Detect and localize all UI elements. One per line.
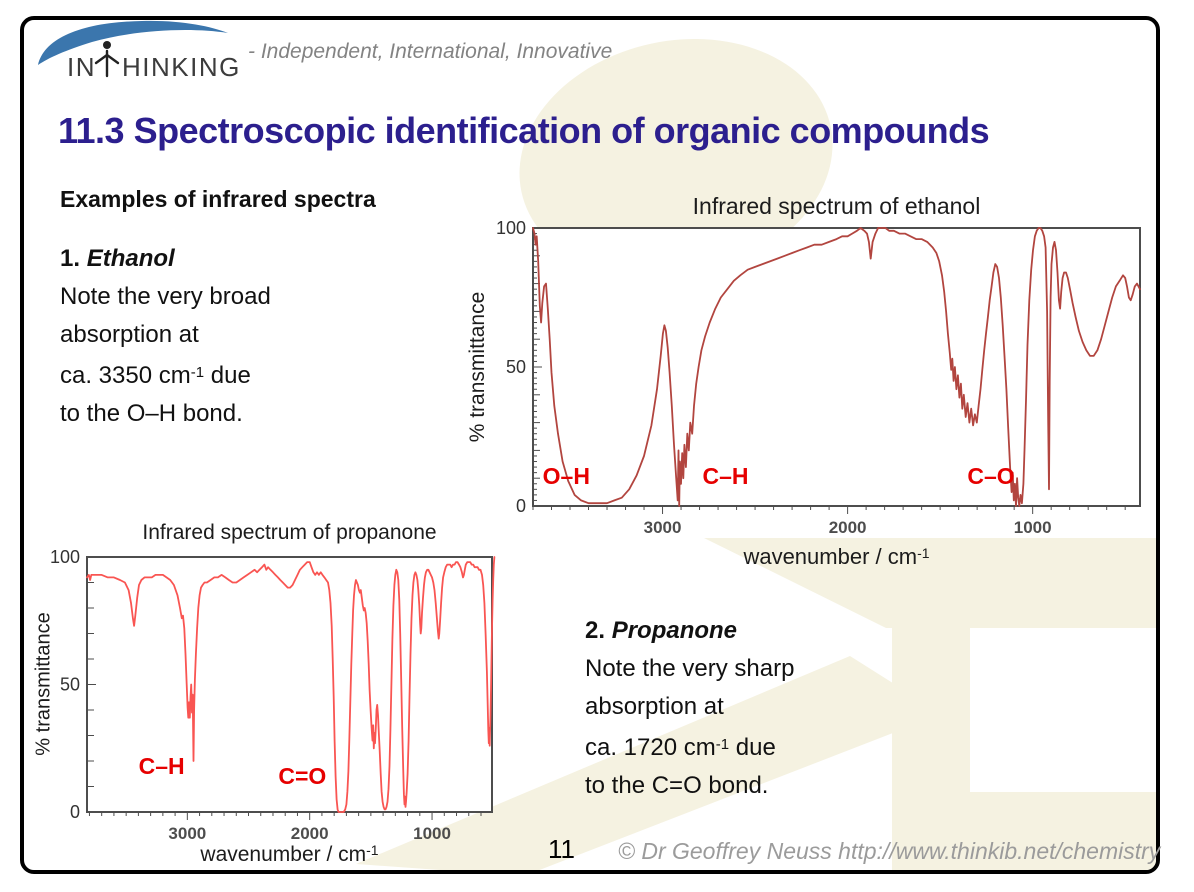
svg-text:C–O: C–O xyxy=(967,463,1014,489)
note-ethanol-line: absorption at xyxy=(60,321,199,348)
note-ethanol: 1. Ethanol Note the very broad absorptio… xyxy=(60,240,271,433)
ethanol-y-axis-label: % transmittance xyxy=(466,291,489,443)
note-propanone-line: to the C=O bond. xyxy=(585,772,769,799)
svg-text:3000: 3000 xyxy=(168,824,206,843)
logo-tagline: - Independent, International, Innovative xyxy=(248,40,613,63)
note-propanone-name: Propanone xyxy=(611,617,738,644)
footer-page-number: 11 xyxy=(548,834,575,864)
ethanol-chart-title: Infrared spectrum of ethanol xyxy=(692,193,981,219)
svg-text:2000: 2000 xyxy=(291,824,329,843)
svg-text:1000: 1000 xyxy=(1014,518,1052,537)
section-heading: Examples of infrared spectra xyxy=(60,186,376,212)
svg-text:50: 50 xyxy=(506,357,526,377)
watermark-graphic xyxy=(356,38,1156,870)
note-ethanol-line3-post: due xyxy=(204,362,251,389)
ethanol-x-axis-superscript: -1 xyxy=(917,545,930,561)
propanone-x-axis-label: wavenumber / cm-1 xyxy=(87,842,492,867)
inthinking-logo: IN HINKING xyxy=(38,20,241,80)
svg-text:C–H: C–H xyxy=(702,463,748,489)
svg-text:0: 0 xyxy=(70,802,80,822)
svg-text:O–H: O–H xyxy=(543,463,590,489)
note-ethanol-heading: 1. Ethanol xyxy=(60,240,271,278)
note-propanone-heading: 2. Propanone xyxy=(585,612,794,650)
ethanol-x-axis-label: wavenumber / cm-1 xyxy=(533,544,1140,570)
svg-text:100: 100 xyxy=(496,218,526,238)
note-propanone-line: absorption at xyxy=(585,693,724,720)
note-propanone-superscript: -1 xyxy=(715,736,730,753)
note-ethanol-line: Note the very broad xyxy=(60,283,271,310)
note-propanone-line3-pre: ca. 1720 cm xyxy=(585,734,716,761)
note-ethanol-number: 1. xyxy=(60,245,87,272)
svg-text:C–H: C–H xyxy=(139,753,185,779)
footer-copyright: © Dr Geoffrey Neuss http://www.thinkib.n… xyxy=(618,838,1161,864)
propanone-x-axis-superscript: -1 xyxy=(366,842,379,858)
propanone-spectrum-chart: 100 50 0 1000 2000 3000 C–H C=O xyxy=(50,547,496,843)
svg-text:C=O: C=O xyxy=(278,763,326,789)
note-propanone-line3-post: due xyxy=(729,734,776,761)
slide-border-frame xyxy=(20,16,1160,874)
note-propanone-line: Note the very sharp xyxy=(585,655,795,682)
svg-text:0: 0 xyxy=(516,496,526,516)
page-title: 11.3 Spectroscopic identification of org… xyxy=(58,110,990,151)
ethanol-x-axis-label-text: wavenumber / cm xyxy=(743,544,918,569)
note-ethanol-line: to the O–H bond. xyxy=(60,400,243,427)
svg-text:3000: 3000 xyxy=(644,518,682,537)
svg-text:2000: 2000 xyxy=(829,518,867,537)
note-ethanol-line3-pre: ca. 3350 cm xyxy=(60,362,191,389)
logo-text-in: IN xyxy=(67,52,96,80)
note-ethanol-name: Ethanol xyxy=(86,245,175,272)
logo-swoosh-icon xyxy=(38,20,228,65)
propanone-x-axis-label-text: wavenumber / cm xyxy=(200,843,367,866)
propanone-chart-title: Infrared spectrum of propanone xyxy=(142,521,437,544)
note-propanone-line: ca. 1720 cm-1 due xyxy=(585,726,794,767)
note-ethanol-superscript: -1 xyxy=(190,364,205,381)
ethanol-spectrum-chart: 100 50 0 1000 2000 3000 O–H C–H C–O xyxy=(496,218,1141,537)
note-ethanol-line: ca. 3350 cm-1 due xyxy=(60,354,271,395)
svg-text:50: 50 xyxy=(60,675,80,695)
logo-person-icon xyxy=(94,41,120,78)
svg-text:100: 100 xyxy=(50,547,80,567)
logo-text-hinking: HINKING xyxy=(122,52,241,80)
note-propanone-number: 2. xyxy=(585,617,612,644)
note-propanone: 2. Propanone Note the very sharp absorpt… xyxy=(585,612,794,805)
svg-text:1000: 1000 xyxy=(413,824,451,843)
